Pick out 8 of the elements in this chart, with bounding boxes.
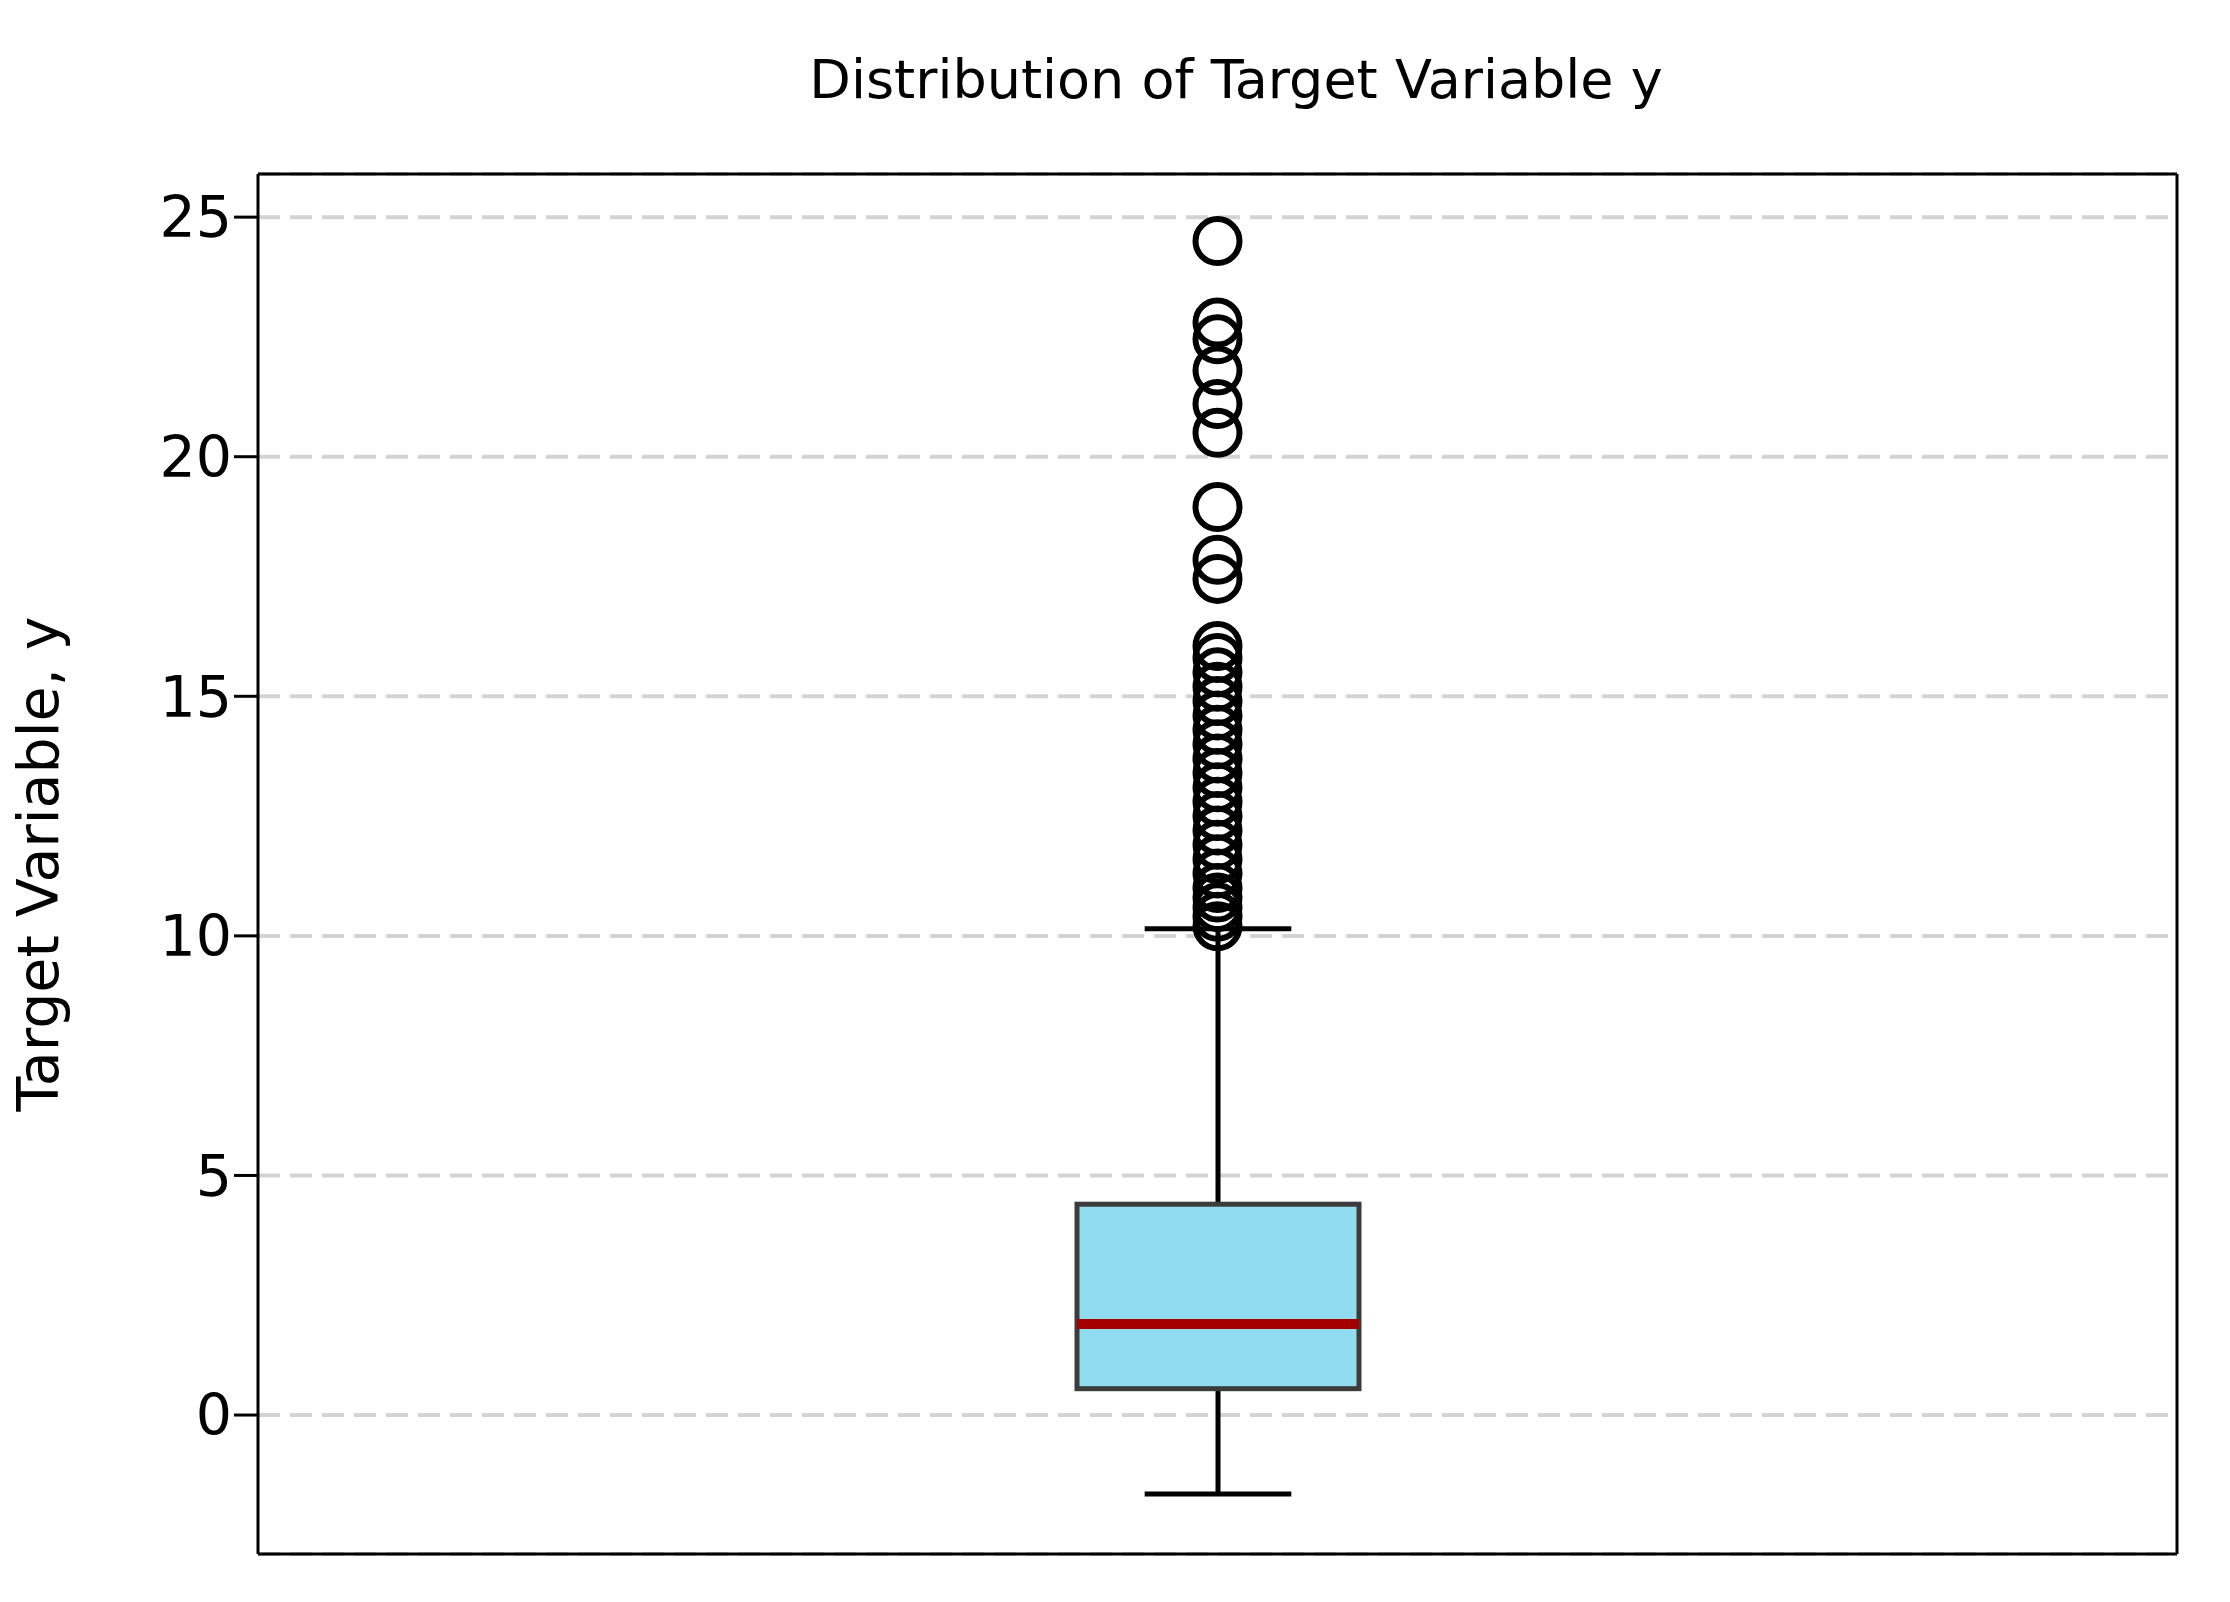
y-tick-label: 15: [159, 663, 232, 730]
y-axis-title: Target Variable, y: [5, 616, 72, 1113]
chart-title: Distribution of Target Variable y: [808, 48, 1664, 111]
y-tick-label: 10: [159, 903, 232, 970]
y-tick-label: 25: [159, 184, 232, 251]
y-tick-label: 20: [159, 423, 232, 490]
y-tick-label: 0: [195, 1382, 232, 1449]
y-tick-label: 5: [195, 1142, 232, 1209]
